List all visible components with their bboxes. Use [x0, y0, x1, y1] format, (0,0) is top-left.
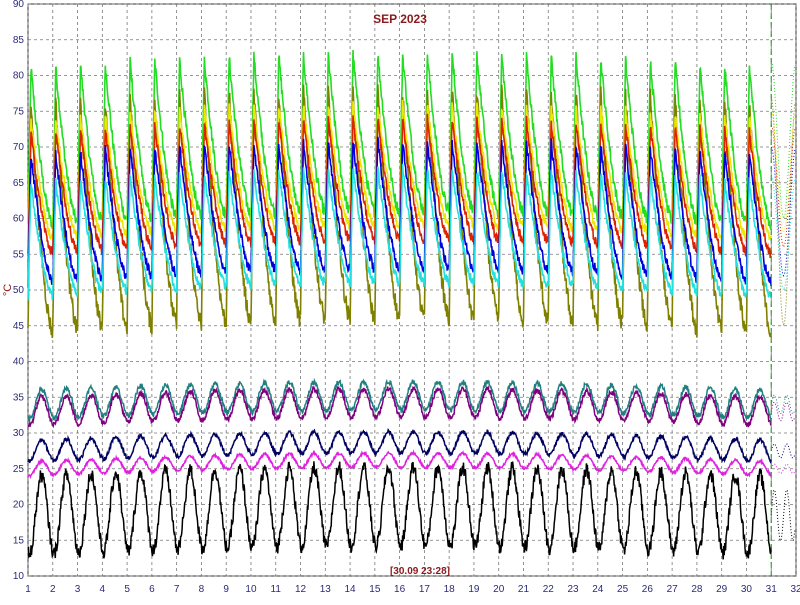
x-tick-label: 31	[766, 584, 778, 595]
x-tick-label: 10	[245, 584, 257, 595]
y-tick-label: 50	[13, 285, 25, 296]
x-tick-label: 29	[716, 584, 728, 595]
x-tick-label: 23	[567, 584, 579, 595]
y-tick-label: 60	[13, 214, 25, 225]
y-tick-label: 15	[13, 535, 25, 546]
x-tick-label: 26	[642, 584, 654, 595]
x-tick-label: 21	[518, 584, 530, 595]
x-tick-label: 2	[50, 584, 56, 595]
y-tick-label: 25	[13, 464, 25, 475]
x-tick-label: 18	[444, 584, 456, 595]
x-tick-label: 17	[419, 584, 431, 595]
series-forecast-line	[770, 489, 796, 541]
series-forecast-line	[770, 61, 796, 221]
chart-title: SEP 2023	[373, 12, 427, 26]
x-tick-label: 11	[271, 584, 282, 595]
series-line	[27, 449, 772, 479]
x-tick-label: 22	[543, 584, 555, 595]
x-tick-label: 19	[468, 584, 480, 595]
y-tick-label: 90	[13, 0, 25, 10]
series-line	[27, 427, 772, 465]
x-tick-label: 25	[617, 584, 629, 595]
x-tick-label: 32	[790, 584, 800, 595]
y-tick-label: 65	[13, 178, 25, 189]
x-tick-label: 3	[75, 584, 81, 595]
y-tick-label: 85	[13, 35, 25, 46]
x-tick-label: 12	[295, 584, 307, 595]
x-tick-label: 30	[741, 584, 753, 595]
x-tick-label: 15	[369, 584, 381, 595]
x-tick-label: 14	[345, 584, 357, 595]
series-line	[27, 461, 772, 560]
y-tick-label: 75	[13, 106, 25, 117]
x-tick-label: 1	[25, 584, 31, 595]
y-tick-label: 55	[13, 249, 25, 260]
x-tick-label: 27	[667, 584, 679, 595]
series-line	[27, 84, 772, 339]
series-line	[27, 163, 772, 301]
x-tick-label: 28	[691, 584, 703, 595]
y-tick-label: 10	[13, 571, 25, 582]
y-tick-label: 70	[13, 142, 25, 153]
x-tick-label: 13	[320, 584, 332, 595]
series-forecast-line	[770, 125, 796, 249]
y-tick-label: 40	[13, 357, 25, 368]
x-tick-label: 16	[394, 584, 406, 595]
x-tick-label: 20	[493, 584, 505, 595]
timestamp-label: [30.09 23:28]	[390, 566, 450, 577]
x-tick-label: 8	[199, 584, 205, 595]
y-axis-label: °C	[2, 284, 14, 296]
y-tick-label: 80	[13, 71, 25, 82]
series-line	[27, 385, 772, 429]
y-tick-label: 35	[13, 392, 25, 403]
series-forecast-line	[770, 463, 796, 474]
x-tick-label: 7	[174, 584, 180, 595]
series-forecast-line	[770, 111, 796, 235]
series-layer	[27, 49, 796, 560]
y-tick-label: 45	[13, 321, 25, 332]
y-tick-label: 30	[13, 428, 25, 439]
series-line	[27, 377, 772, 424]
x-tick-label: 9	[223, 584, 229, 595]
x-tick-label: 6	[149, 584, 155, 595]
y-tick-label: 20	[13, 500, 25, 511]
x-tick-label: 5	[124, 584, 130, 595]
x-tick-label: 24	[592, 584, 604, 595]
x-tick-label: 4	[100, 584, 106, 595]
